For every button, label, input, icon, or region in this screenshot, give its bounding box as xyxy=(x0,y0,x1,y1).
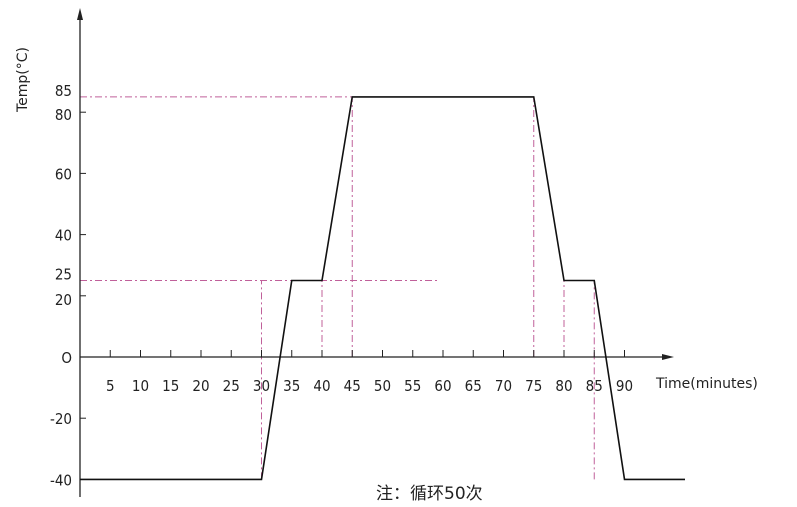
x-axis-arrow xyxy=(662,354,674,360)
series-group xyxy=(80,96,685,481)
x-tick-label: 30 xyxy=(253,377,270,395)
x-tick-label: 50 xyxy=(374,377,391,395)
x-tick-label: 10 xyxy=(132,377,149,395)
y-tick-label: O xyxy=(61,349,72,367)
y-tick-label: 80 xyxy=(55,106,72,124)
x-tick-label: 85 xyxy=(586,377,603,395)
y-tick-label: 25 xyxy=(55,266,72,284)
y-axis-ticks: 85 80 60 40 25 20 O -20 -40 xyxy=(50,82,86,489)
x-tick-label: 80 xyxy=(555,377,572,395)
temperature-series-line xyxy=(80,96,685,481)
x-tick-label: 15 xyxy=(162,377,179,395)
x-axis-label: Time(minutes) xyxy=(655,376,758,392)
x-tick-label: 20 xyxy=(192,377,209,395)
x-tick-label: 25 xyxy=(223,377,240,395)
x-tick-label: 40 xyxy=(313,377,330,395)
y-tick-label: 20 xyxy=(55,291,72,309)
y-tick-label: -40 xyxy=(50,471,72,489)
y-tick-label: 40 xyxy=(55,227,72,245)
x-tick-label: 45 xyxy=(344,377,361,395)
x-tick-label: 55 xyxy=(404,377,421,395)
y-tick-label: 60 xyxy=(55,165,72,183)
x-tick-label: 65 xyxy=(465,377,482,395)
x-tick-label: 75 xyxy=(525,377,542,395)
x-tick-label: 90 xyxy=(616,377,633,395)
y-axis-arrow xyxy=(77,8,83,20)
x-tick-label: 60 xyxy=(434,377,451,395)
x-tick-label: 70 xyxy=(495,377,512,395)
reference-lines xyxy=(80,96,595,480)
x-tick-label: 35 xyxy=(283,377,300,395)
x-tick-label: 5 xyxy=(106,377,115,395)
chart-note: 注：循环50次 xyxy=(376,484,483,504)
y-tick-label: 85 xyxy=(55,82,72,100)
y-tick-label: -20 xyxy=(50,410,72,428)
x-axis-ticks: 5 10 15 20 25 30 35 40 45 50 55 60 65 70 75 80 85 90 xyxy=(106,350,633,395)
axes xyxy=(77,8,674,497)
y-axis-label: Temp(°C) xyxy=(15,47,31,113)
